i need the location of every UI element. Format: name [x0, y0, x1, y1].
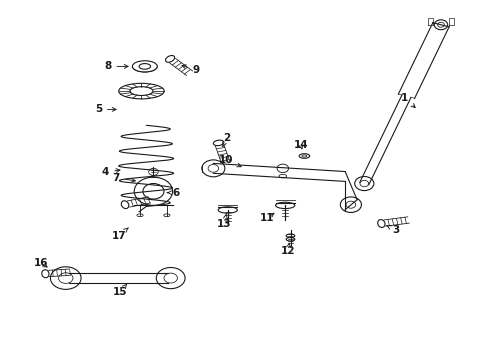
Text: 15: 15: [112, 284, 127, 297]
Text: 5: 5: [95, 104, 116, 114]
Text: 13: 13: [217, 213, 231, 229]
Text: 3: 3: [386, 225, 398, 235]
Text: 17: 17: [111, 228, 128, 241]
Text: 8: 8: [104, 62, 128, 71]
Text: 4: 4: [102, 167, 120, 177]
Text: 16: 16: [34, 258, 48, 268]
Text: 1: 1: [400, 93, 414, 108]
Text: 11: 11: [260, 213, 274, 223]
Text: 14: 14: [293, 140, 308, 150]
Text: 7: 7: [112, 173, 135, 183]
Text: 6: 6: [167, 188, 180, 198]
Text: 10: 10: [219, 154, 241, 167]
Text: 2: 2: [222, 133, 229, 147]
Text: 9: 9: [182, 65, 199, 75]
Text: 12: 12: [280, 243, 294, 256]
